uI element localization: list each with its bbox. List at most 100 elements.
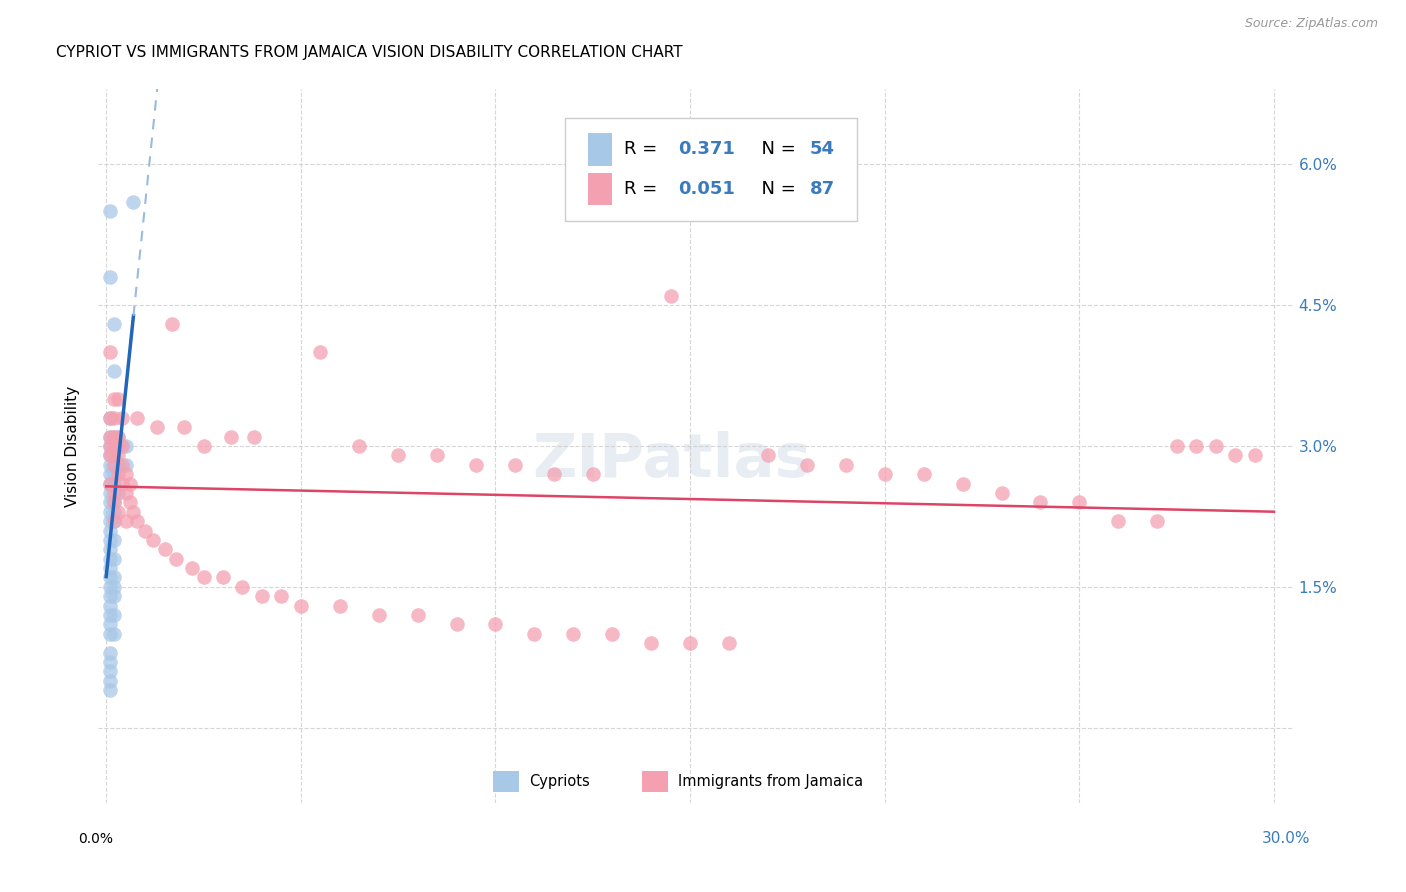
- Point: [718, 636, 741, 650]
- Point: [111, 439, 134, 453]
- Point: [103, 476, 125, 491]
- Point: [98, 410, 121, 425]
- Point: [103, 317, 125, 331]
- Point: [98, 495, 121, 509]
- Point: [98, 627, 121, 641]
- Point: [118, 495, 141, 509]
- Point: [98, 655, 121, 669]
- Point: [107, 429, 129, 443]
- Text: 30.0%: 30.0%: [1263, 831, 1310, 846]
- Point: [103, 627, 125, 641]
- Point: [98, 580, 121, 594]
- Point: [98, 476, 121, 491]
- Point: [640, 636, 662, 650]
- Point: [142, 533, 165, 547]
- Text: 0.0%: 0.0%: [79, 832, 112, 846]
- Point: [98, 449, 121, 463]
- Point: [426, 449, 449, 463]
- Point: [329, 599, 352, 613]
- Point: [153, 542, 176, 557]
- FancyBboxPatch shape: [494, 771, 519, 792]
- Point: [103, 486, 125, 500]
- Point: [98, 345, 121, 359]
- Point: [98, 665, 121, 679]
- Point: [103, 439, 125, 453]
- Point: [1223, 449, 1246, 463]
- Point: [193, 439, 215, 453]
- Point: [1205, 439, 1227, 453]
- Point: [98, 607, 121, 622]
- Point: [484, 617, 506, 632]
- Point: [98, 646, 121, 660]
- Point: [107, 458, 129, 472]
- Point: [98, 683, 121, 698]
- Point: [103, 458, 125, 472]
- Point: [103, 514, 125, 528]
- Point: [162, 317, 184, 331]
- Text: Immigrants from Jamaica: Immigrants from Jamaica: [678, 774, 863, 789]
- Point: [180, 561, 202, 575]
- Point: [98, 533, 121, 547]
- Point: [134, 524, 156, 538]
- Point: [103, 467, 125, 482]
- Point: [98, 429, 121, 443]
- Point: [114, 439, 136, 453]
- Point: [212, 570, 235, 584]
- Point: [103, 505, 125, 519]
- Point: [114, 486, 136, 500]
- Point: [243, 429, 266, 443]
- Text: N =: N =: [749, 180, 801, 198]
- Point: [582, 467, 605, 482]
- Point: [111, 458, 134, 472]
- Point: [107, 449, 129, 463]
- Point: [600, 627, 623, 641]
- Point: [1166, 439, 1188, 453]
- Point: [406, 607, 429, 622]
- Point: [165, 551, 187, 566]
- Point: [98, 542, 121, 557]
- Point: [659, 289, 682, 303]
- Text: 54: 54: [810, 140, 835, 158]
- Point: [114, 514, 136, 528]
- Point: [250, 589, 273, 603]
- Point: [98, 570, 121, 584]
- Point: [103, 439, 125, 453]
- Point: [98, 673, 121, 688]
- Point: [231, 580, 253, 594]
- Point: [103, 580, 125, 594]
- Text: CYPRIOT VS IMMIGRANTS FROM JAMAICA VISION DISABILITY CORRELATION CHART: CYPRIOT VS IMMIGRANTS FROM JAMAICA VISIO…: [56, 45, 683, 60]
- Point: [990, 486, 1012, 500]
- Point: [796, 458, 818, 472]
- Point: [1185, 439, 1208, 453]
- Point: [912, 467, 935, 482]
- Point: [103, 589, 125, 603]
- FancyBboxPatch shape: [589, 134, 613, 166]
- Text: N =: N =: [749, 140, 801, 158]
- Point: [114, 467, 136, 482]
- Point: [446, 617, 468, 632]
- Point: [756, 449, 779, 463]
- Point: [562, 627, 585, 641]
- Point: [103, 570, 125, 584]
- Point: [103, 392, 125, 406]
- Point: [270, 589, 292, 603]
- Point: [111, 439, 134, 453]
- Point: [873, 467, 896, 482]
- Point: [111, 410, 134, 425]
- Point: [122, 505, 145, 519]
- Point: [387, 449, 409, 463]
- Point: [1243, 449, 1265, 463]
- Text: 0.371: 0.371: [678, 140, 735, 158]
- Text: ZIPatlas: ZIPatlas: [533, 431, 811, 490]
- Point: [98, 551, 121, 566]
- Point: [173, 420, 195, 434]
- Text: Cypriots: Cypriots: [529, 774, 589, 789]
- Point: [103, 410, 125, 425]
- Point: [114, 458, 136, 472]
- Point: [98, 458, 121, 472]
- Point: [98, 467, 121, 482]
- Point: [103, 607, 125, 622]
- Point: [127, 514, 149, 528]
- Point: [219, 429, 242, 443]
- Point: [98, 505, 121, 519]
